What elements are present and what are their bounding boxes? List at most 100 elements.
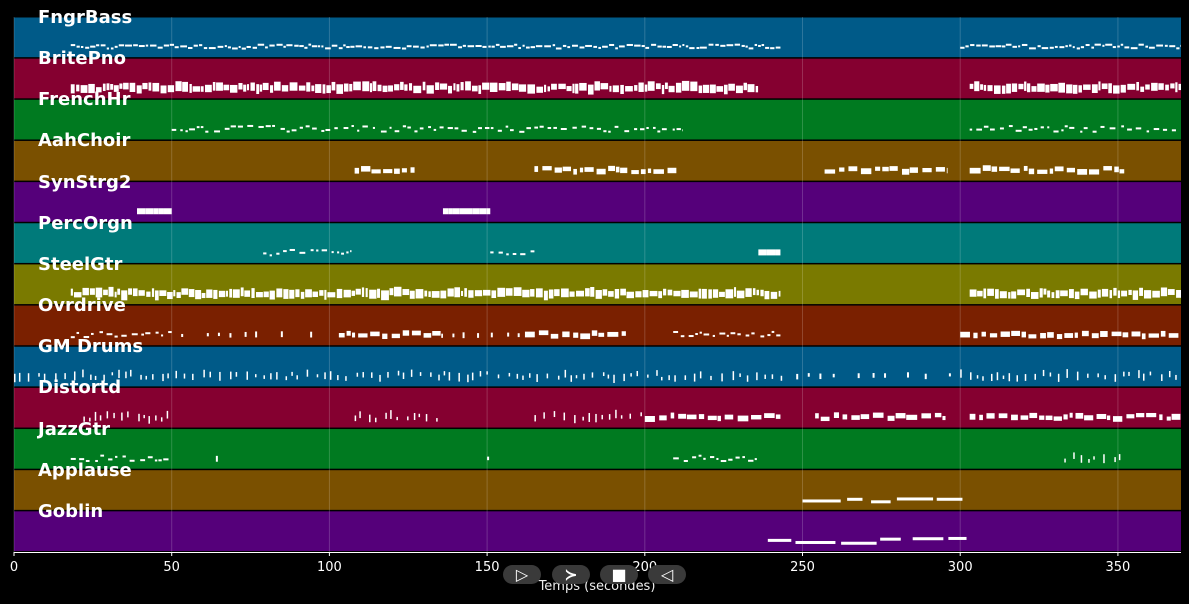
note <box>573 332 579 338</box>
note <box>478 85 482 94</box>
note <box>1091 84 1098 94</box>
note <box>626 291 634 299</box>
note <box>506 81 511 92</box>
note <box>70 84 75 94</box>
note <box>158 208 164 215</box>
note <box>979 414 983 421</box>
note <box>374 47 379 50</box>
note <box>1128 289 1132 296</box>
note <box>708 43 714 46</box>
next-button[interactable]: ≻ <box>552 565 590 584</box>
note <box>1114 374 1117 382</box>
note <box>441 333 443 338</box>
note <box>367 46 373 49</box>
note <box>1128 371 1130 376</box>
note <box>761 44 765 47</box>
note <box>286 130 290 133</box>
note <box>70 288 73 296</box>
note <box>1145 45 1149 48</box>
note <box>369 414 371 423</box>
note <box>752 288 756 296</box>
track-label: AahChoir <box>38 130 131 152</box>
note <box>305 125 310 128</box>
note <box>471 85 478 92</box>
note <box>224 127 230 130</box>
note <box>1170 83 1175 89</box>
note <box>555 47 562 50</box>
note <box>289 82 298 91</box>
note <box>1080 46 1085 49</box>
note <box>1101 83 1108 90</box>
note <box>676 128 681 131</box>
note <box>507 332 510 337</box>
note <box>641 45 645 48</box>
note <box>1056 334 1063 340</box>
note <box>167 373 169 379</box>
prev-button[interactable]: ◁ <box>648 565 686 584</box>
note <box>670 412 675 419</box>
note <box>158 459 162 462</box>
note <box>454 127 459 130</box>
note <box>698 288 701 299</box>
note <box>668 85 675 93</box>
note <box>553 126 557 129</box>
track-label: PercOrgn <box>38 212 133 234</box>
note <box>1018 83 1024 90</box>
note <box>203 47 208 50</box>
note <box>317 45 321 48</box>
note <box>1066 369 1068 378</box>
note <box>391 333 400 339</box>
note <box>563 412 566 421</box>
note <box>991 373 993 382</box>
note <box>530 289 535 297</box>
note <box>518 47 521 50</box>
note <box>1136 81 1139 91</box>
note <box>743 82 747 91</box>
note <box>1050 83 1058 92</box>
note <box>922 167 932 173</box>
note <box>696 46 700 49</box>
note <box>464 288 467 297</box>
note <box>173 290 176 297</box>
note <box>1061 129 1064 132</box>
note <box>103 289 108 296</box>
note <box>206 289 213 298</box>
note <box>667 167 677 174</box>
note <box>140 374 142 380</box>
note <box>272 124 276 127</box>
note <box>756 289 759 296</box>
note <box>315 84 322 93</box>
stop-button[interactable]: ■ <box>600 565 638 584</box>
note <box>728 458 733 461</box>
note <box>673 457 679 460</box>
note <box>703 333 710 336</box>
note <box>1124 46 1130 49</box>
note <box>175 370 177 379</box>
note <box>331 81 336 91</box>
note <box>581 125 587 128</box>
note <box>99 331 103 334</box>
note <box>1002 375 1005 380</box>
note <box>751 332 755 335</box>
note <box>702 84 710 93</box>
note <box>129 459 135 462</box>
x-tick-label: 300 <box>947 560 973 575</box>
note <box>316 374 319 378</box>
note <box>646 126 649 129</box>
note <box>1145 84 1150 90</box>
note <box>983 288 987 299</box>
note <box>369 289 377 299</box>
note <box>426 45 429 48</box>
note <box>1114 166 1119 173</box>
note <box>708 289 712 299</box>
note <box>842 414 848 420</box>
note <box>1041 47 1049 50</box>
note <box>1010 168 1020 173</box>
note <box>18 372 21 382</box>
note <box>719 332 726 335</box>
note <box>1045 84 1050 93</box>
note <box>608 165 615 172</box>
note <box>96 87 102 93</box>
play-button[interactable]: ▷ <box>503 565 541 584</box>
